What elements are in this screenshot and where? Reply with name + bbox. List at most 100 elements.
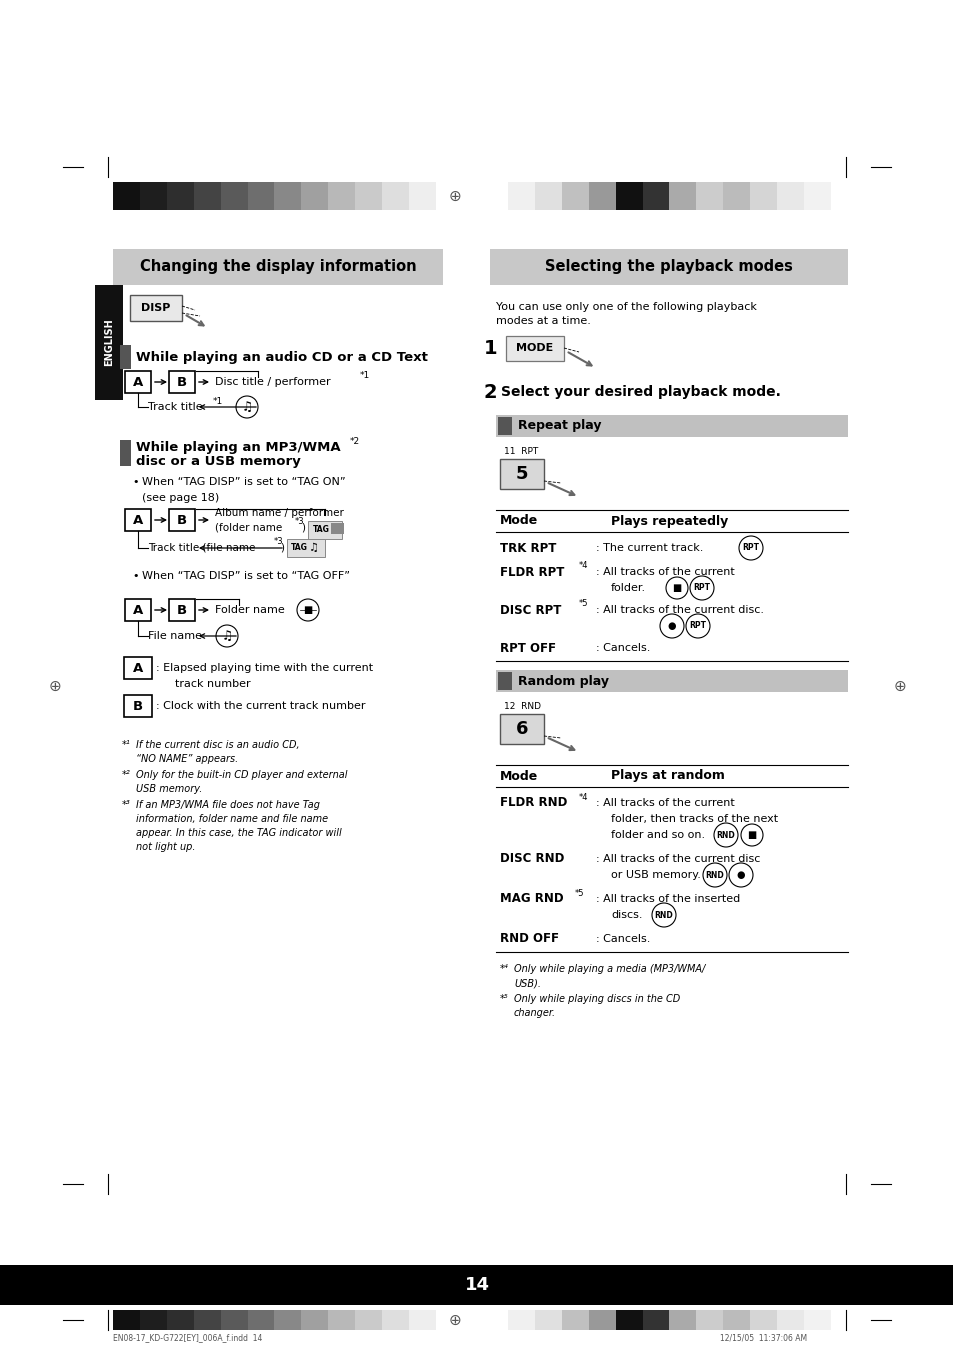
Bar: [588, 182, 615, 209]
Text: If an MP3/WMA file does not have Tag: If an MP3/WMA file does not have Tag: [136, 800, 319, 811]
Text: 12/15/05  11:37:06 AM: 12/15/05 11:37:06 AM: [720, 1333, 806, 1343]
Text: : Cancels.: : Cancels.: [596, 934, 650, 944]
Bar: [308, 521, 341, 539]
Bar: [749, 182, 777, 209]
Text: “NO NAME” appears.: “NO NAME” appears.: [136, 754, 238, 765]
Text: Mode: Mode: [499, 770, 537, 782]
Text: *3: *3: [274, 538, 283, 547]
Text: TAG: TAG: [291, 543, 308, 553]
Text: not light up.: not light up.: [136, 842, 195, 852]
Circle shape: [685, 613, 709, 638]
Text: USB).: USB).: [514, 978, 540, 988]
Text: *5: *5: [578, 600, 588, 608]
Text: Only while playing a media (MP3/WMA/: Only while playing a media (MP3/WMA/: [514, 965, 704, 974]
Circle shape: [665, 577, 687, 598]
Text: : All tracks of the current disc.: : All tracks of the current disc.: [596, 605, 763, 615]
Text: •: •: [132, 477, 138, 486]
Text: RPT OFF: RPT OFF: [499, 642, 556, 654]
Text: ♫: ♫: [241, 400, 253, 413]
Bar: [382, 1310, 409, 1329]
Bar: [777, 182, 803, 209]
Text: MODE: MODE: [516, 343, 553, 353]
Bar: [696, 1310, 722, 1329]
Text: 14: 14: [464, 1275, 489, 1294]
Text: A: A: [132, 513, 143, 527]
Text: *¹: *¹: [122, 740, 131, 750]
Text: : Elapsed playing time with the current: : Elapsed playing time with the current: [156, 663, 373, 673]
Text: *3: *3: [294, 517, 304, 527]
Bar: [169, 372, 194, 393]
Bar: [95, 285, 123, 400]
Bar: [382, 182, 409, 209]
Text: 5: 5: [516, 465, 528, 484]
Text: A: A: [132, 604, 143, 616]
Bar: [287, 539, 325, 557]
Bar: [331, 523, 344, 534]
Text: 11  RPT: 11 RPT: [503, 447, 537, 457]
Text: While playing an audio CD or a CD Text: While playing an audio CD or a CD Text: [136, 350, 428, 363]
Text: Random play: Random play: [517, 674, 608, 688]
Text: *5: *5: [575, 889, 584, 897]
Bar: [669, 182, 696, 209]
Text: *1: *1: [359, 372, 370, 381]
Text: ENGLISH: ENGLISH: [104, 319, 113, 366]
Bar: [193, 1310, 220, 1329]
Bar: [696, 182, 722, 209]
Text: folder, then tracks of the next: folder, then tracks of the next: [610, 815, 778, 824]
Text: information, folder name and file name: information, folder name and file name: [136, 815, 328, 824]
Circle shape: [739, 536, 762, 561]
Text: ): ): [301, 523, 305, 534]
Bar: [120, 345, 131, 369]
Bar: [169, 598, 194, 621]
Text: *⁴: *⁴: [499, 965, 508, 974]
Bar: [722, 1310, 749, 1329]
Text: TAG: TAG: [313, 526, 330, 535]
Bar: [496, 415, 847, 436]
Text: Disc title / performer: Disc title / performer: [214, 377, 331, 386]
Bar: [490, 249, 847, 285]
Text: RND: RND: [654, 911, 673, 920]
Bar: [505, 336, 563, 361]
Text: changer.: changer.: [514, 1008, 556, 1019]
Text: RPT: RPT: [689, 621, 706, 631]
Bar: [124, 657, 152, 680]
Text: Mode: Mode: [499, 515, 537, 527]
Text: Folder name: Folder name: [214, 605, 284, 615]
Text: Select your desired playback mode.: Select your desired playback mode.: [500, 385, 781, 399]
Bar: [803, 1310, 830, 1329]
Bar: [497, 417, 512, 435]
Text: 12  RND: 12 RND: [503, 703, 540, 711]
Bar: [355, 1310, 382, 1329]
Bar: [301, 182, 328, 209]
Text: Selecting the playback modes: Selecting the playback modes: [544, 259, 792, 274]
Bar: [140, 182, 167, 209]
Bar: [112, 1310, 140, 1329]
Bar: [167, 1310, 193, 1329]
Text: File name: File name: [148, 631, 202, 640]
Bar: [355, 182, 382, 209]
Text: : All tracks of the current disc: : All tracks of the current disc: [596, 854, 760, 865]
Circle shape: [728, 863, 752, 888]
Circle shape: [702, 863, 726, 888]
Bar: [120, 440, 131, 466]
Text: *²: *²: [122, 770, 131, 780]
Text: EN08-17_KD-G722[EY]_006A_f.indd  14: EN08-17_KD-G722[EY]_006A_f.indd 14: [112, 1333, 262, 1343]
Text: *2: *2: [350, 436, 359, 446]
Text: ⊕: ⊕: [893, 678, 905, 693]
Circle shape: [713, 823, 738, 847]
Text: appear. In this case, the TAG indicator will: appear. In this case, the TAG indicator …: [136, 828, 341, 838]
Bar: [499, 459, 543, 489]
Text: Plays at random: Plays at random: [610, 770, 724, 782]
Text: or USB memory.: or USB memory.: [610, 870, 700, 880]
Text: *⁵: *⁵: [499, 994, 508, 1004]
Text: *1: *1: [213, 396, 223, 405]
Text: folder and so on.: folder and so on.: [610, 830, 704, 840]
Text: While playing an MP3/WMA: While playing an MP3/WMA: [136, 440, 340, 454]
Text: track number: track number: [174, 680, 251, 689]
Text: *4: *4: [578, 793, 588, 801]
Text: : All tracks of the inserted: : All tracks of the inserted: [596, 894, 740, 904]
Text: RND OFF: RND OFF: [499, 932, 558, 946]
Bar: [125, 598, 151, 621]
Text: RND: RND: [705, 870, 723, 880]
Text: Track title (file name: Track title (file name: [148, 543, 255, 553]
